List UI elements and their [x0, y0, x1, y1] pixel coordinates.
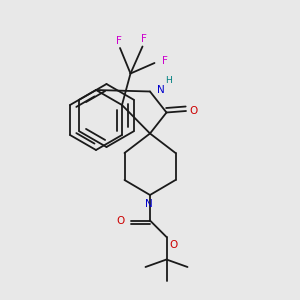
Text: F: F [141, 34, 147, 44]
Text: N: N [158, 85, 165, 95]
Text: F: F [162, 56, 168, 67]
Text: O: O [189, 106, 197, 116]
Text: O: O [117, 215, 125, 226]
Text: H: H [165, 76, 172, 85]
Text: F: F [116, 36, 122, 46]
Text: O: O [169, 240, 177, 250]
Text: N: N [145, 199, 152, 208]
